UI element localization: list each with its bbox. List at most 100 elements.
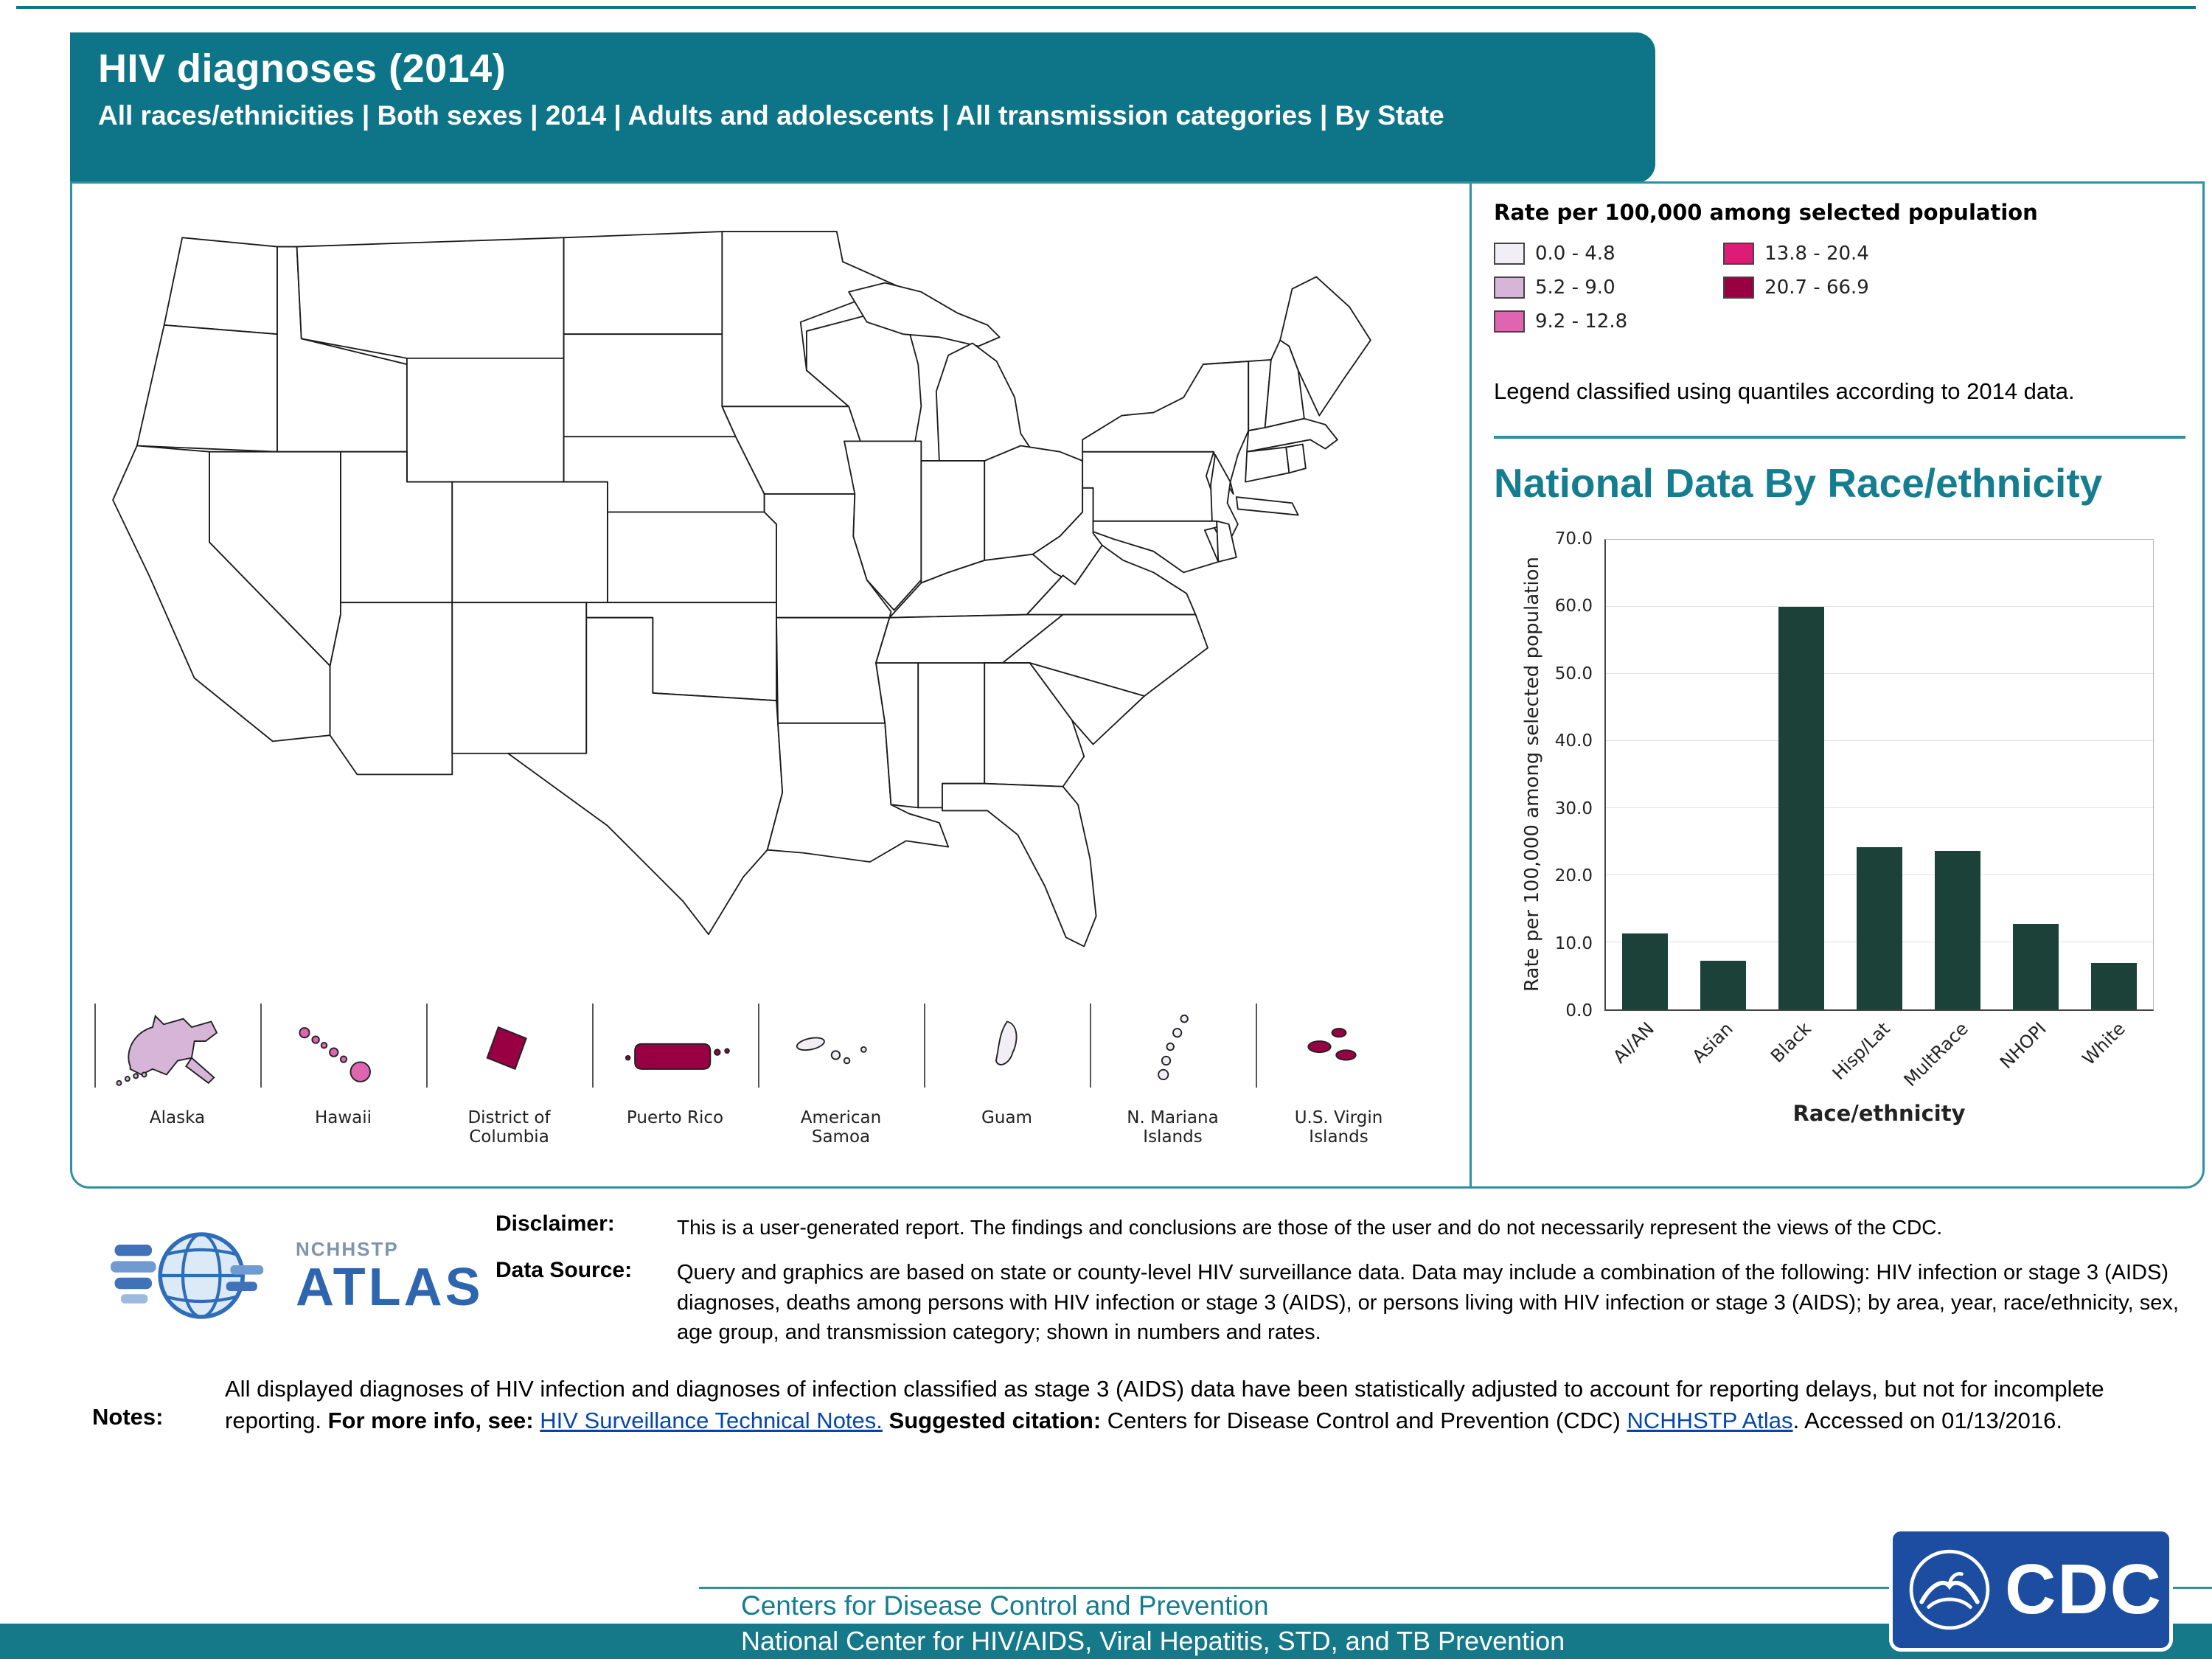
bar-chart: Rate per 100,000 among selected populati…	[1494, 526, 2180, 1138]
guam-shape	[995, 1020, 1017, 1065]
inset-label: District of Columbia	[467, 1108, 551, 1147]
state-MI[interactable]	[935, 342, 1034, 462]
state-KS[interactable]	[607, 511, 777, 604]
hawaii-shape	[298, 1027, 371, 1082]
state-CA[interactable]	[112, 445, 331, 742]
inset-label: Puerto Rico	[626, 1108, 724, 1127]
gridline	[1606, 673, 2153, 674]
panel-divider	[1494, 436, 2185, 439]
x-tick-label: AI/AN	[1609, 1018, 1659, 1068]
state-WA[interactable]	[163, 237, 278, 335]
map-panel: Alaska Hawaii District of Columbia	[72, 184, 1470, 1186]
report-header: HIV diagnoses (2014) All races/ethniciti…	[70, 32, 1655, 183]
report-title: HIV diagnoses (2014)	[98, 46, 507, 91]
legend-label: 5.2 - 9.0	[1535, 276, 1615, 299]
legend-swatch	[1723, 276, 1755, 299]
legend-item: 20.7 - 66.9	[1723, 271, 1869, 305]
notes-row: Notes: All displayed diagnoses of HIV in…	[92, 1373, 2194, 1437]
inset-hawaii[interactable]: Hawaii	[260, 1002, 426, 1147]
inset-us-virgin-islands[interactable]: U.S. Virgin Islands	[1256, 1002, 1422, 1147]
y-tick-label: 10.0	[1554, 933, 1593, 953]
gridline	[1606, 740, 2153, 741]
nchhstp-atlas-link[interactable]: NCHHSTP Atlas	[1627, 1408, 1793, 1434]
alaska-shape	[116, 1015, 218, 1086]
state-FL[interactable]	[942, 782, 1097, 947]
disclaimer-row: Disclaimer: This is a user-generated rep…	[495, 1211, 2199, 1242]
legend-item: 9.2 - 12.8	[1494, 305, 1627, 338]
inset-alaska[interactable]: Alaska	[94, 1002, 260, 1147]
chart-section-title: National Data By Race/ethnicity	[1494, 460, 2103, 506]
notes-text: All displayed diagnoses of HIV infection…	[225, 1373, 2186, 1437]
x-tick-label: MultRace	[1899, 1018, 1972, 1091]
state-SD[interactable]	[563, 333, 737, 438]
band-divider	[699, 1587, 2212, 1589]
atlas-text: ATLAS	[296, 1257, 484, 1317]
cdc-logo[interactable]: CDC	[1889, 1528, 2173, 1652]
legend-note: Legend classified using quantiles accord…	[1494, 378, 2075, 404]
y-tick-label: 60.0	[1554, 597, 1593, 616]
x-axis-title: Race/ethnicity	[1792, 1101, 1966, 1126]
top-rule	[16, 6, 2196, 9]
state-WY[interactable]	[406, 357, 565, 483]
legend-swatch	[1494, 243, 1525, 265]
cdc-line1: Centers for Disease Control and Preventi…	[741, 1590, 1269, 1621]
state-ND[interactable]	[563, 231, 723, 335]
inset-american-samoa[interactable]: American Samoa	[758, 1002, 924, 1147]
y-tick-label: 70.0	[1554, 529, 1593, 549]
puerto-rico-shape	[625, 1043, 730, 1070]
state-CT[interactable]	[1245, 446, 1290, 483]
territory-insets: Alaska Hawaii District of Columbia	[94, 1002, 1422, 1147]
legend-item: 13.8 - 20.4	[1723, 237, 1869, 271]
chart-xlabels: AI/AN Asian Black Hisp/Lat MultRace NHOPI Whit…	[1604, 1012, 2154, 1091]
main-content-box	[70, 181, 2205, 1189]
legend-label: 0.0 - 4.8	[1535, 243, 1615, 265]
state-NM[interactable]	[451, 602, 588, 754]
state-AZ[interactable]	[329, 602, 453, 776]
state-MI-upper[interactable]	[848, 282, 1001, 347]
state-NY-long-island[interactable]	[1235, 496, 1299, 516]
state-ME[interactable]	[1279, 276, 1371, 417]
legend-swatch	[1494, 276, 1525, 299]
y-tick-label: 50.0	[1554, 664, 1593, 684]
n-mariana-islands-shape	[1157, 1015, 1189, 1081]
nchhstp-atlas-logo: NCHHSTP ATLAS	[92, 1224, 484, 1327]
state-TX[interactable]	[507, 616, 784, 936]
inset-label: Guam	[981, 1108, 1032, 1127]
inset-puerto-rico[interactable]: Puerto Rico	[592, 1002, 758, 1147]
legend-item: 0.0 - 4.8	[1494, 237, 1627, 271]
state-RI[interactable]	[1285, 443, 1307, 474]
legend-item: 5.2 - 9.0	[1494, 271, 1627, 305]
datasource-label: Data Source:	[495, 1258, 633, 1282]
inset-label: N. Mariana Islands	[1127, 1108, 1219, 1147]
hiv-surveillance-technical-notes-link[interactable]: HIV Surveillance Technical Notes.	[540, 1408, 883, 1434]
notes-label: Notes:	[92, 1404, 164, 1430]
state-PA[interactable]	[1082, 451, 1218, 522]
notes-bold: Suggested citation:	[882, 1408, 1107, 1434]
inset-label: American Samoa	[800, 1108, 882, 1147]
cdc-line2: National Center for HIV/AIDS, Viral Hepa…	[741, 1626, 1565, 1656]
state-MA[interactable]	[1246, 417, 1338, 453]
y-tick-label: 0.0	[1565, 1001, 1593, 1020]
datasource-text: Query and graphics are based on state or…	[677, 1261, 2179, 1345]
legend-swatch	[1723, 243, 1755, 265]
state-AR[interactable]	[776, 616, 891, 724]
state-CO[interactable]	[451, 481, 608, 604]
gridline	[1606, 807, 2153, 808]
state-MT[interactable]	[296, 237, 565, 359]
inset-n-mariana-islands[interactable]: N. Mariana Islands	[1090, 1002, 1256, 1147]
notes-segment: . Accessed on 01/13/2016.	[1792, 1408, 2062, 1434]
notes-bold: For more info, see:	[327, 1408, 540, 1434]
state-OR[interactable]	[136, 324, 278, 453]
atlas-globe-icon	[111, 1232, 264, 1319]
bar-AI/AN	[1621, 933, 1668, 1009]
state-VA[interactable]	[1026, 544, 1197, 616]
inset-label: Alaska	[149, 1108, 206, 1127]
inset-district-of-columbia[interactable]: District of Columbia	[426, 1002, 592, 1147]
inset-guam[interactable]: Guam	[924, 1002, 1090, 1147]
report-subtitle: All races/ethnicities | Both sexes | 201…	[98, 100, 1444, 131]
american-samoa-shape	[796, 1037, 867, 1065]
state-DE[interactable]	[1216, 520, 1237, 563]
x-tick-label: Hisp/Lat	[1828, 1018, 1894, 1085]
disclaimer-text: This is a user-generated report. The fin…	[677, 1216, 1943, 1239]
